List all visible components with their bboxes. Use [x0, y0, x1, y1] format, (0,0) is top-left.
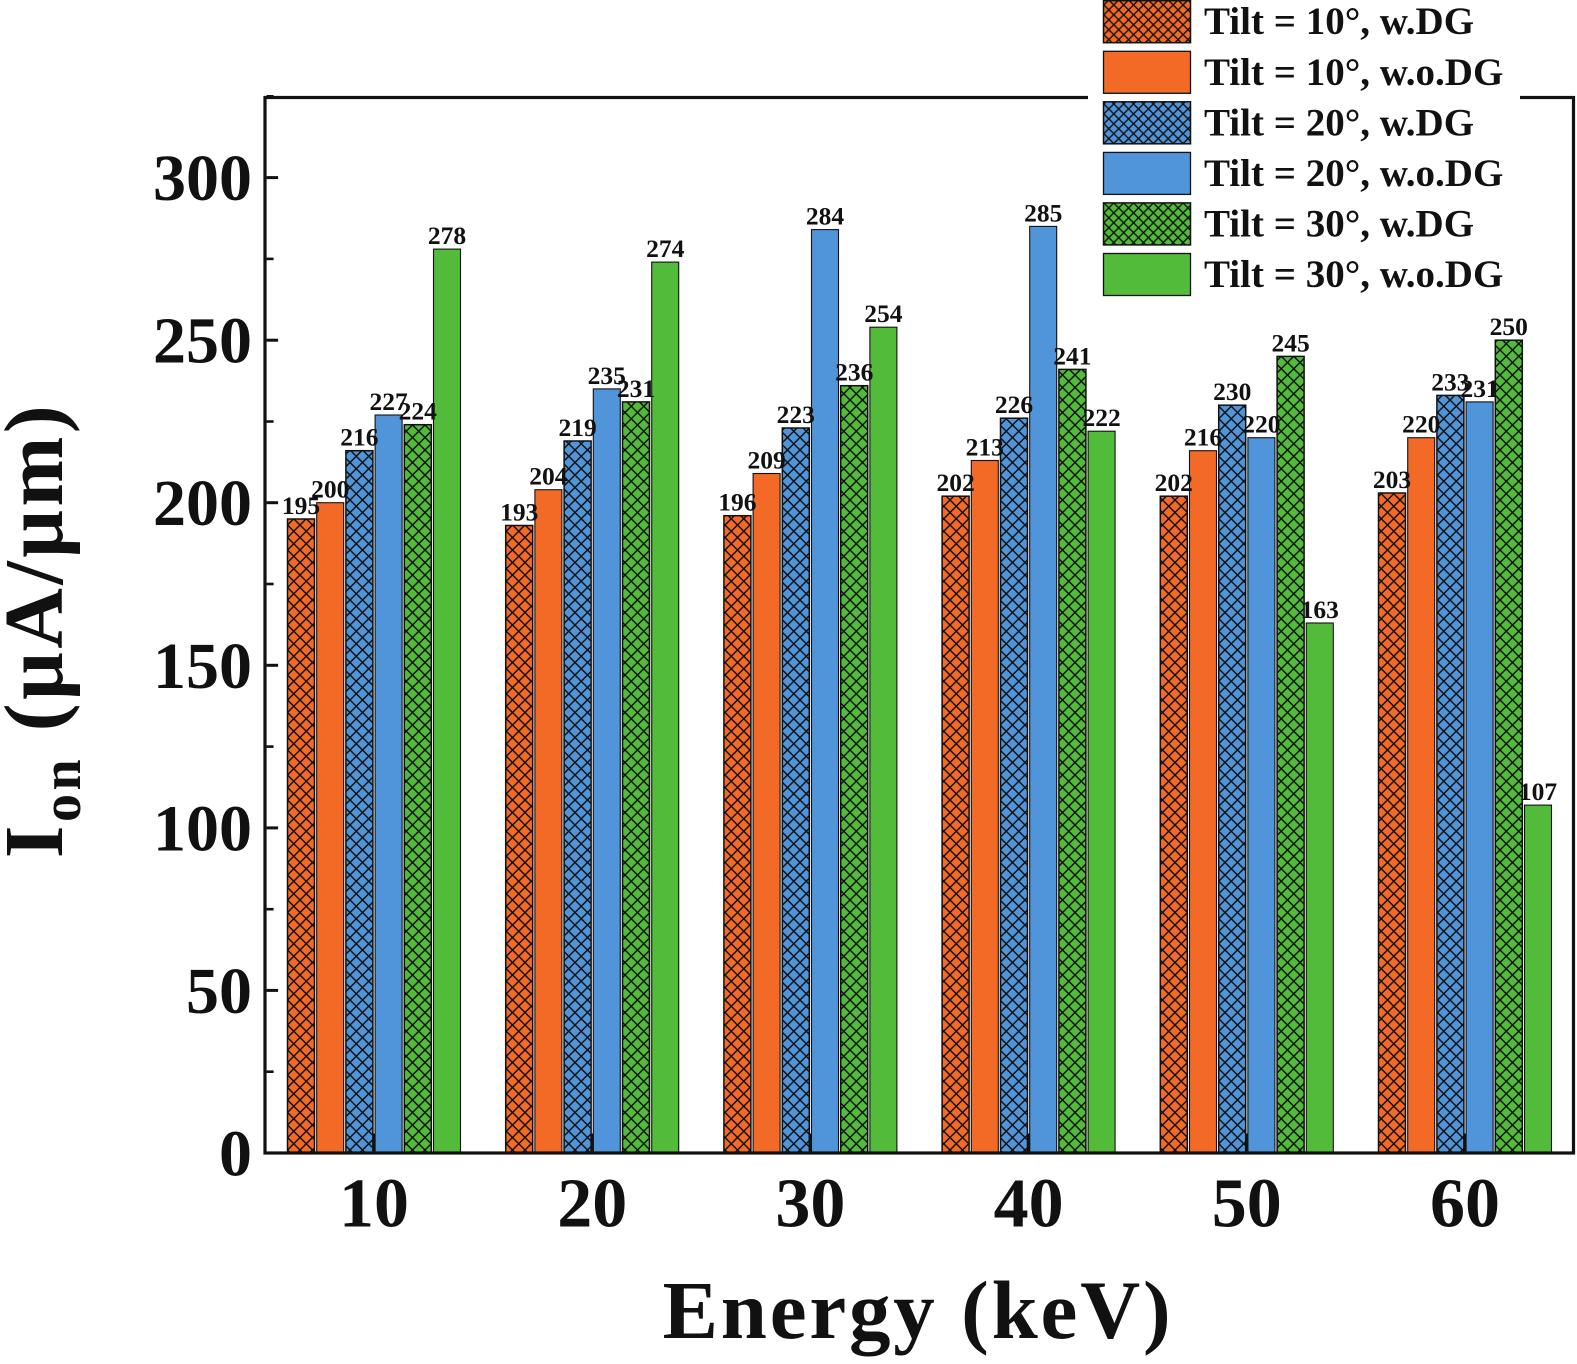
svg-text:20: 20 [557, 1166, 627, 1243]
svg-text:284: 284 [806, 202, 845, 231]
svg-text:231: 231 [1460, 374, 1498, 403]
svg-text:300: 300 [153, 142, 252, 215]
svg-text:Tilt = 30°, w.DG: Tilt = 30°, w.DG [1204, 202, 1474, 245]
svg-text:213: 213 [966, 433, 1004, 462]
svg-text:241: 241 [1053, 341, 1091, 370]
svg-text:274: 274 [646, 234, 685, 263]
svg-text:40: 40 [994, 1166, 1064, 1243]
svg-text:30: 30 [775, 1166, 845, 1243]
svg-text:203: 203 [1373, 465, 1411, 494]
svg-text:222: 222 [1082, 403, 1120, 432]
svg-text:107: 107 [1519, 777, 1558, 806]
svg-text:60: 60 [1430, 1166, 1500, 1243]
svg-text:219: 219 [558, 413, 596, 442]
svg-text:250: 250 [153, 305, 252, 378]
svg-text:50: 50 [1212, 1166, 1282, 1243]
svg-text:100: 100 [153, 792, 252, 865]
svg-text:236: 236 [835, 358, 873, 387]
svg-text:Tilt = 20°, w.o.DG: Tilt = 20°, w.o.DG [1204, 152, 1503, 195]
svg-text:224: 224 [399, 397, 438, 426]
svg-text:200: 200 [153, 467, 252, 540]
svg-text:50: 50 [186, 955, 252, 1028]
svg-text:230: 230 [1213, 377, 1251, 406]
svg-text:200: 200 [311, 475, 349, 504]
svg-text:216: 216 [1184, 423, 1222, 452]
svg-text:Tilt = 30°, w.o.DG: Tilt = 30°, w.o.DG [1204, 253, 1503, 296]
svg-text:202: 202 [1155, 468, 1193, 497]
svg-text:250: 250 [1490, 312, 1528, 341]
svg-text:Tilt = 10°, w.DG: Tilt = 10°, w.DG [1204, 0, 1474, 43]
svg-text:193: 193 [500, 498, 538, 527]
svg-text:220: 220 [1242, 410, 1280, 439]
svg-text:278: 278 [428, 221, 466, 250]
svg-text:235: 235 [588, 361, 626, 390]
svg-text:202: 202 [936, 468, 974, 497]
svg-text:0: 0 [219, 1118, 252, 1191]
svg-text:Tilt = 20°, w.DG: Tilt = 20°, w.DG [1204, 101, 1474, 144]
svg-text:245: 245 [1271, 328, 1309, 357]
svg-text:150: 150 [153, 630, 252, 703]
svg-text:209: 209 [747, 446, 785, 475]
svg-text:233: 233 [1431, 367, 1469, 396]
svg-text:220: 220 [1402, 410, 1440, 439]
svg-text:223: 223 [777, 400, 815, 429]
svg-text:227: 227 [369, 387, 408, 416]
svg-text:226: 226 [995, 390, 1033, 419]
svg-text:254: 254 [864, 299, 903, 328]
svg-text:10: 10 [339, 1166, 409, 1243]
svg-text:216: 216 [340, 423, 378, 452]
svg-text:Energy (keV): Energy (keV) [663, 1264, 1174, 1356]
svg-text:163: 163 [1301, 595, 1339, 624]
svg-text:204: 204 [529, 462, 568, 491]
svg-text:196: 196 [718, 488, 756, 517]
svg-text:195: 195 [282, 491, 320, 520]
svg-text:285: 285 [1024, 198, 1062, 227]
svg-text:231: 231 [617, 374, 655, 403]
svg-text:Tilt = 10°, w.o.DG: Tilt = 10°, w.o.DG [1204, 51, 1503, 94]
